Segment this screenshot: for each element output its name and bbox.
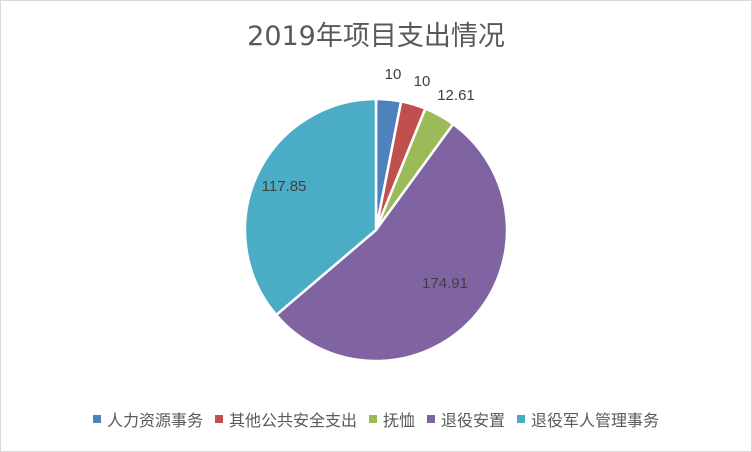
legend-item: 其他公共安全支出: [214, 407, 357, 431]
legend-swatch: [517, 415, 526, 423]
data-label: 12.61: [437, 87, 475, 104]
legend-label: 其他公共安全支出: [228, 411, 357, 430]
legend-swatch: [368, 415, 377, 423]
legend-swatch: [214, 415, 223, 423]
legend-label: 抚恤: [382, 411, 415, 430]
legend-label: 退役军人管理事务: [531, 411, 660, 430]
legend-item: 退役军人管理事务: [517, 407, 659, 431]
pie-slice-5: [243, 97, 378, 317]
data-label: 10: [414, 73, 431, 90]
chart-title: 2019年项目支出情况: [247, 21, 505, 52]
legend-label: 人力资源事务: [106, 411, 203, 430]
pie-slice-4: [274, 122, 509, 363]
data-label: 117.85: [262, 178, 307, 195]
legend-swatch: [427, 415, 435, 423]
legend-item: 抚恤: [368, 407, 415, 431]
legend-item: 退役安置: [427, 407, 505, 431]
legend: 人力资源事务 其他公共安全支出 抚恤 退役安置 退役军人管理事务: [0, 407, 752, 431]
legend-swatch: [92, 415, 101, 423]
legend-item: 人力资源事务: [92, 407, 203, 431]
data-label: 174.91: [422, 275, 468, 292]
data-label: 10: [385, 66, 402, 83]
legend-label: 退役安置: [441, 411, 506, 430]
